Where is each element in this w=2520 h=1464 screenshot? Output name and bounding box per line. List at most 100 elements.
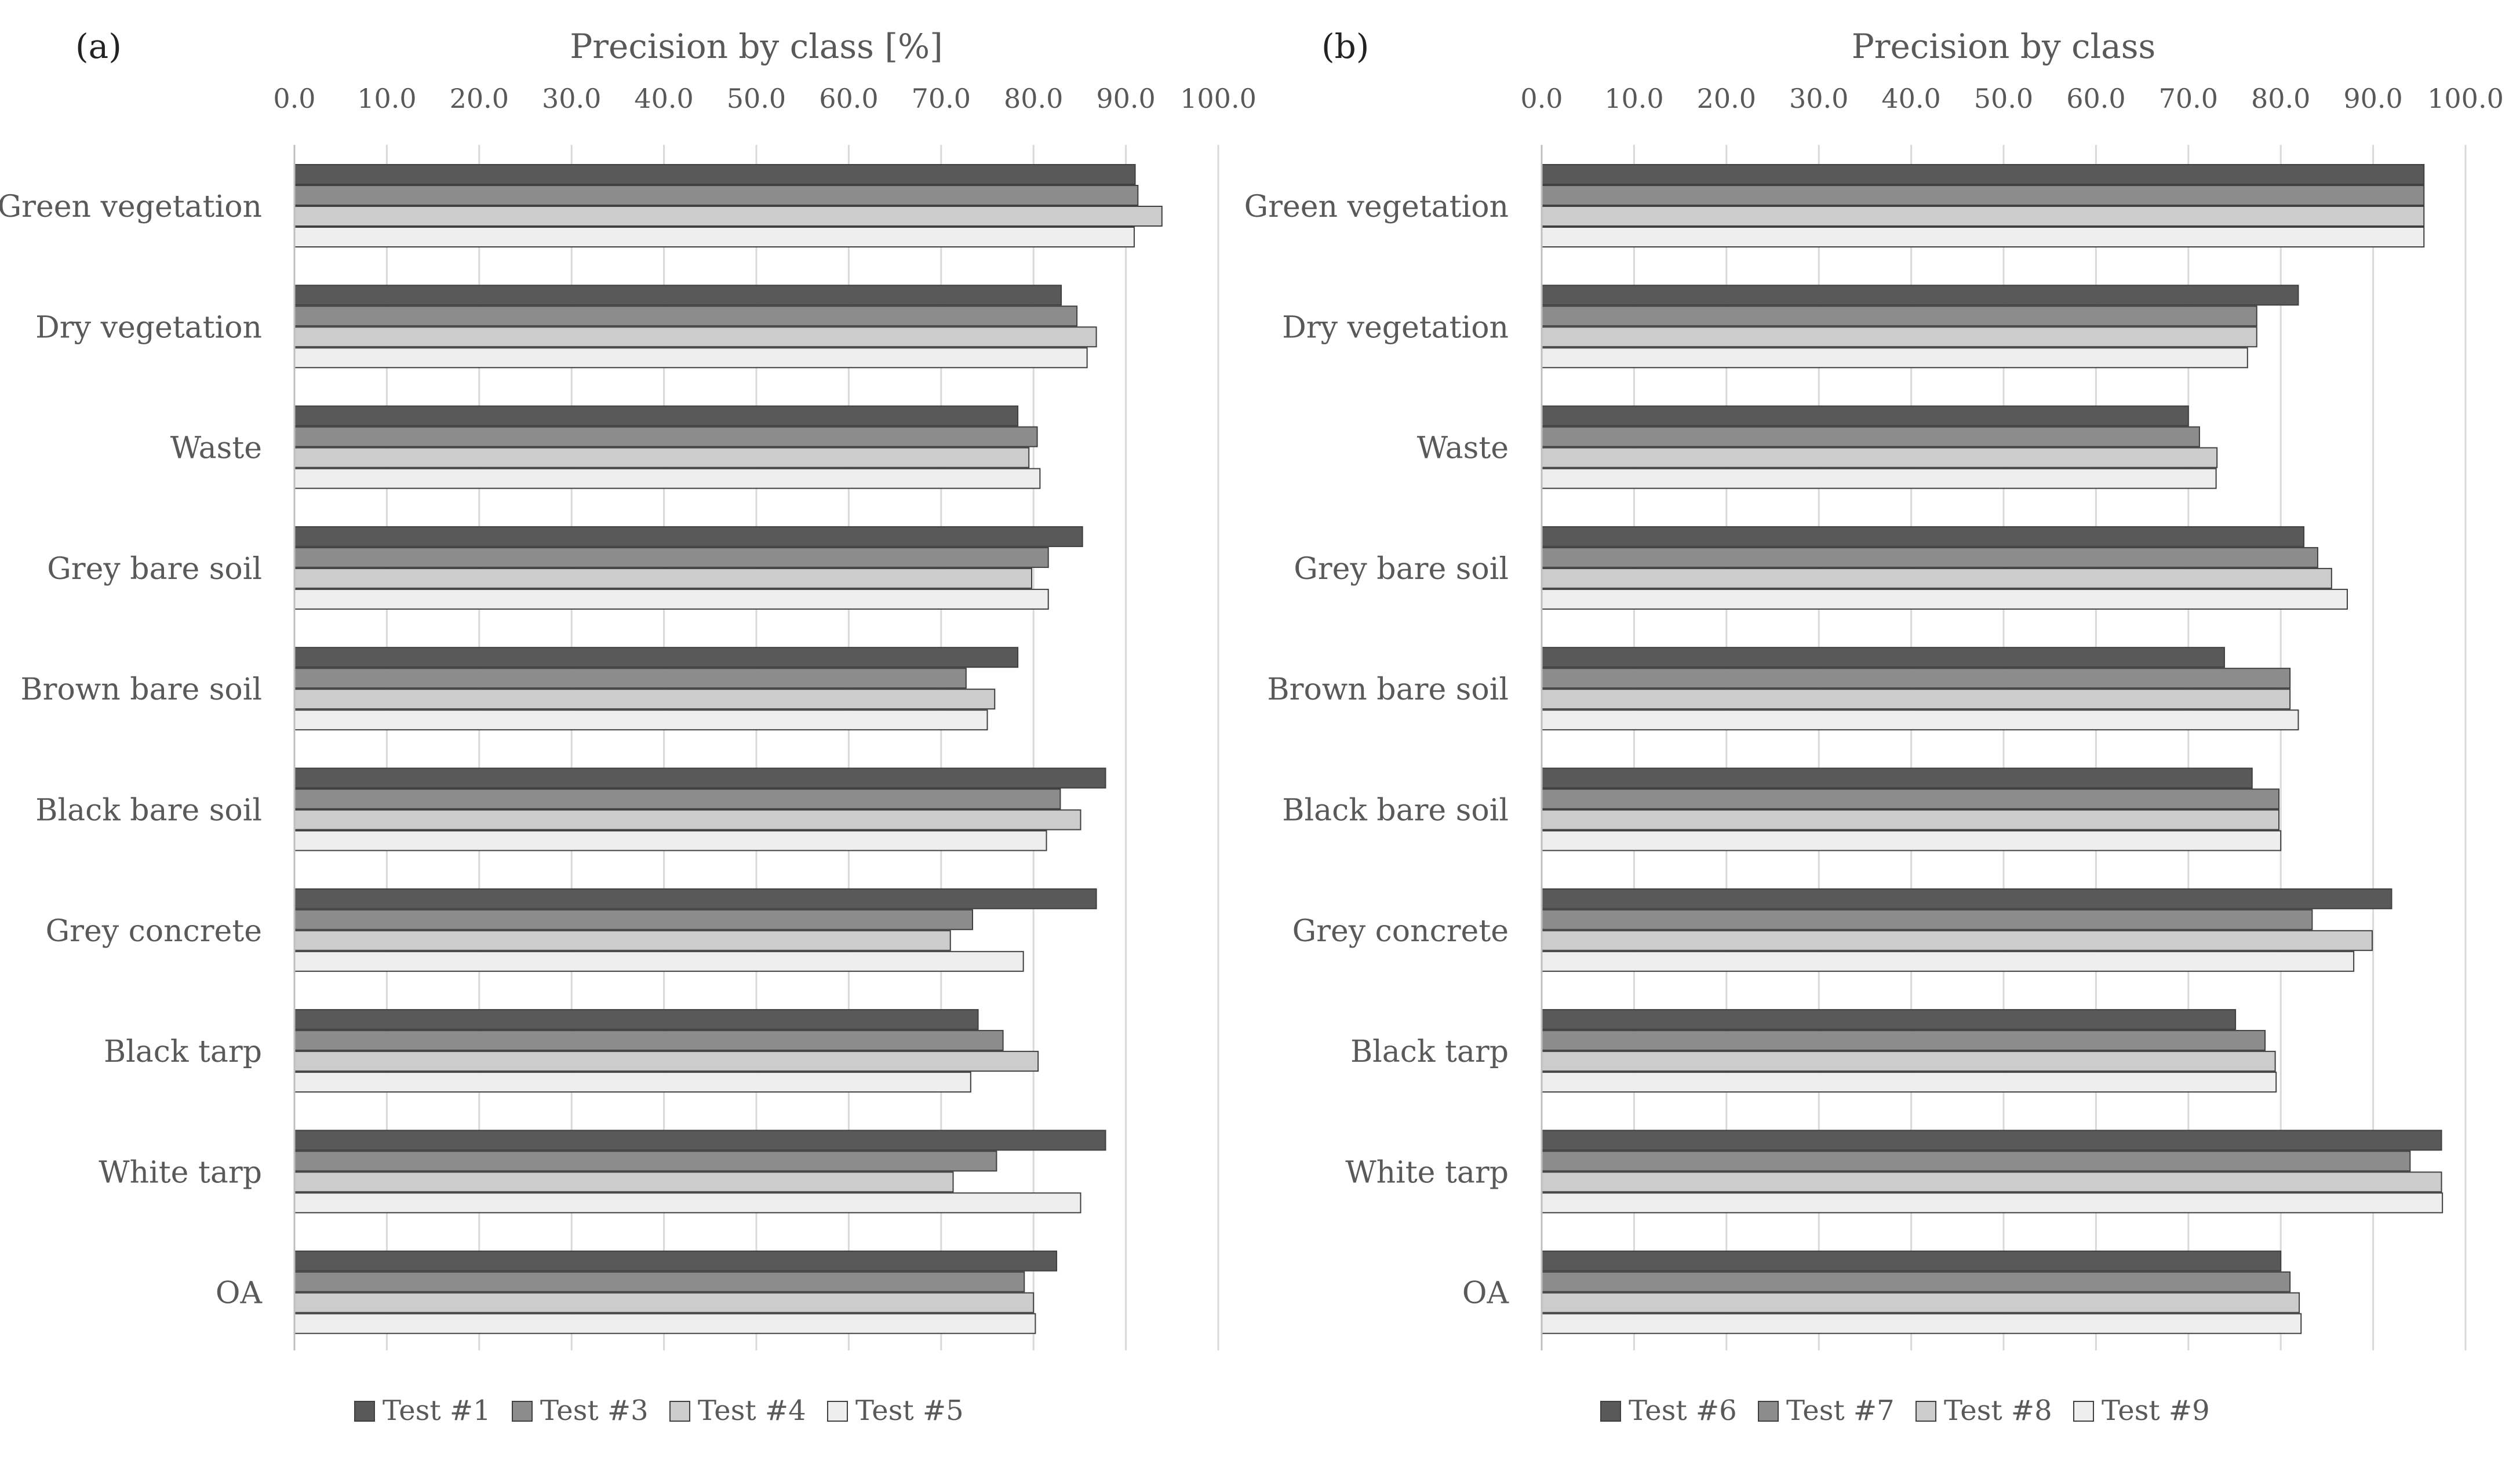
bar-test-9-green-vegetation — [1541, 227, 2425, 247]
x-tick-label: 0.0 — [1520, 83, 1563, 114]
category-label-white-tarp: White tarp — [1345, 1155, 1509, 1190]
category-label-white-tarp: White tarp — [99, 1155, 262, 1190]
legend-swatch-test-8 — [1916, 1401, 1936, 1422]
bar-test-5-white-tarp — [294, 1192, 1081, 1214]
x-tick-label: 10.0 — [357, 83, 416, 114]
bar-test-7-grey-bare-soil — [1541, 547, 2318, 568]
bar-test-6-grey-concrete — [1541, 888, 2392, 909]
x-tick-label: 90.0 — [1096, 83, 1155, 114]
legend-label-test-9: Test #9 — [2102, 1394, 2210, 1427]
bar-test-3-waste — [294, 426, 1038, 447]
bar-test-7-brown-bare-soil — [1541, 668, 2291, 689]
bar-test-6-green-vegetation — [1541, 164, 2425, 185]
bar-test-6-brown-bare-soil — [1541, 647, 2225, 668]
bar-test-8-oa — [1541, 1292, 2300, 1313]
legend-label-test-7: Test #7 — [1786, 1394, 1895, 1427]
bar-test-9-grey-concrete — [1541, 950, 2355, 972]
x-tick-label: 80.0 — [2251, 83, 2310, 114]
legend-swatch-test-1 — [354, 1401, 375, 1422]
chart-panel-b: 0.0 10.0 20.0 30.0 40.0 50.0 60.0 70.0 80.0 90.0 1… — [1244, 27, 2504, 1427]
bar-test-8-green-vegetation — [1541, 206, 2425, 227]
bar-test-7-black-tarp — [1541, 1030, 2266, 1051]
bar-test-4-black-bare-soil — [294, 809, 1081, 831]
bar-test-8-grey-concrete — [1541, 930, 2373, 951]
bar-test-7-green-vegetation — [1541, 185, 2425, 206]
bar-test-5-grey-bare-soil — [294, 588, 1049, 610]
category-label-waste: Waste — [1417, 431, 1509, 466]
category-label-brown-bare-soil: Brown bare soil — [20, 672, 262, 707]
category-label-green-vegetation: Green vegetation — [0, 190, 262, 224]
category-label-oa: OA — [1462, 1276, 1510, 1311]
panel-label: (b) — [1321, 27, 1369, 66]
category-label-waste: Waste — [170, 431, 262, 466]
bar-test-3-brown-bare-soil — [294, 668, 967, 689]
category-label-dry-vegetation: Dry vegetation — [35, 310, 262, 345]
category-label-black-tarp: Black tarp — [104, 1035, 262, 1069]
x-tick-label: 20.0 — [450, 83, 509, 114]
x-tick-label: 60.0 — [2066, 83, 2125, 114]
x-tick-label: 20.0 — [1697, 83, 1756, 114]
category-label-grey-bare-soil: Grey bare soil — [47, 552, 262, 587]
bar-test-4-dry-vegetation — [294, 326, 1097, 348]
bar-test-5-black-bare-soil — [294, 830, 1047, 851]
bar-test-5-dry-vegetation — [294, 347, 1088, 369]
x-tick-label: 40.0 — [1881, 83, 1940, 114]
x-tick-label: 0.0 — [273, 83, 315, 114]
bar-test-5-black-tarp — [294, 1072, 971, 1093]
bar-test-7-black-bare-soil — [1541, 788, 2280, 810]
x-tick-label: 70.0 — [912, 83, 971, 114]
bar-test-4-white-tarp — [294, 1171, 954, 1193]
bar-test-4-brown-bare-soil — [294, 689, 996, 710]
bar-test-6-black-bare-soil — [1541, 767, 2253, 789]
x-tick-label: 50.0 — [1974, 83, 2033, 114]
bar-test-8-grey-bare-soil — [1541, 567, 2332, 589]
bar-test-7-grey-concrete — [1541, 909, 2313, 930]
x-tick-label: 70.0 — [2159, 83, 2218, 114]
bar-test-1-brown-bare-soil — [294, 647, 1019, 668]
bar-test-4-grey-bare-soil — [294, 567, 1033, 589]
bar-test-7-waste — [1541, 426, 2200, 447]
x-tick-label: 80.0 — [1004, 83, 1063, 114]
bar-test-7-oa — [1541, 1271, 2291, 1292]
legend-label-test-5: Test #5 — [855, 1394, 964, 1427]
bar-test-3-white-tarp — [294, 1150, 997, 1172]
bar-test-6-grey-bare-soil — [1541, 526, 2305, 547]
bar-test-9-brown-bare-soil — [1541, 709, 2299, 731]
category-label-grey-bare-soil: Grey bare soil — [1294, 552, 1509, 587]
legend-label-test-4: Test #4 — [698, 1394, 806, 1427]
x-tick-label: 10.0 — [1604, 83, 1663, 114]
bar-test-1-white-tarp — [294, 1130, 1106, 1151]
chart-title: Precision by class [%] — [570, 27, 942, 66]
x-tick-label: 30.0 — [1789, 83, 1848, 114]
x-tick-label: 50.0 — [727, 83, 786, 114]
bar-test-1-green-vegetation — [294, 164, 1136, 185]
category-label-dry-vegetation: Dry vegetation — [1282, 310, 1509, 345]
bar-test-3-dry-vegetation — [294, 305, 1078, 327]
legend-label-test-3: Test #3 — [540, 1394, 649, 1427]
bar-test-1-dry-vegetation — [294, 285, 1062, 306]
legend-label-test-8: Test #8 — [1944, 1394, 2052, 1427]
bar-test-8-waste — [1541, 447, 2218, 468]
category-label-grey-concrete: Grey concrete — [1292, 914, 1509, 949]
bar-test-8-white-tarp — [1541, 1171, 2442, 1193]
bar-test-1-waste — [294, 405, 1019, 427]
category-label-black-tarp: Black tarp — [1350, 1035, 1509, 1069]
x-tick-label: 90.0 — [2343, 83, 2402, 114]
bar-test-6-dry-vegetation — [1541, 285, 2299, 306]
x-tick-label: 40.0 — [634, 83, 693, 114]
bar-test-4-black-tarp — [294, 1051, 1039, 1072]
bar-test-8-brown-bare-soil — [1541, 689, 2291, 710]
category-label-black-bare-soil: Black bare soil — [35, 793, 262, 828]
bar-test-1-black-tarp — [294, 1009, 979, 1030]
chart-panel-a: 0.0 10.0 20.0 30.0 40.0 50.0 60.0 70.0 80.0 90.0 1… — [0, 27, 1257, 1427]
legend-swatch-test-5 — [827, 1401, 848, 1422]
bar-test-5-oa — [294, 1313, 1036, 1334]
legend-swatch-test-3 — [512, 1401, 533, 1422]
category-label-grey-concrete: Grey concrete — [46, 914, 262, 949]
x-tick-label: 30.0 — [542, 83, 601, 114]
legend-swatch-test-9 — [2073, 1401, 2094, 1422]
bar-test-1-oa — [294, 1250, 1058, 1272]
bar-test-3-black-tarp — [294, 1030, 1004, 1051]
bar-test-5-brown-bare-soil — [294, 709, 988, 731]
bar-test-1-grey-concrete — [294, 888, 1097, 909]
